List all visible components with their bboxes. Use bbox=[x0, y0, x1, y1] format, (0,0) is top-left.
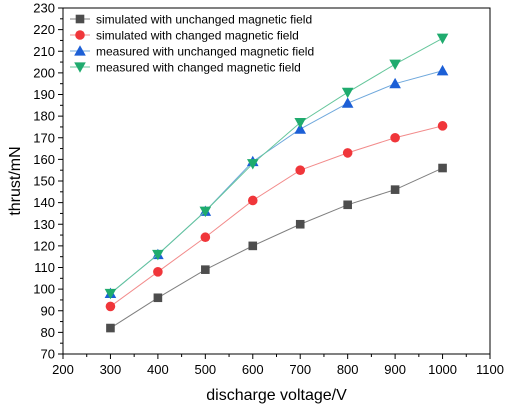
data-point bbox=[341, 97, 354, 108]
data-point bbox=[104, 288, 117, 300]
legend-label: measured with unchanged magnetic field bbox=[96, 45, 314, 59]
y-tick-label: 120 bbox=[33, 238, 55, 253]
y-tick-label: 200 bbox=[33, 65, 55, 80]
data-point bbox=[294, 118, 307, 129]
y-tick-label: 90 bbox=[41, 303, 55, 318]
x-tick-label: 500 bbox=[194, 362, 216, 377]
series-1 bbox=[106, 163, 447, 333]
y-tick-label: 210 bbox=[33, 44, 55, 59]
y-tick-label: 130 bbox=[33, 217, 55, 232]
data-point bbox=[246, 159, 259, 170]
legend-marker bbox=[75, 30, 85, 40]
series-4 bbox=[104, 33, 449, 300]
data-point bbox=[342, 148, 353, 158]
y-tick-label: 160 bbox=[33, 152, 55, 167]
legend-item: simulated with changed magnetic field bbox=[70, 29, 299, 43]
legend-item: simulated with unchanged magnetic field bbox=[70, 13, 312, 27]
x-tick-label: 300 bbox=[100, 362, 122, 377]
x-tick-label: 400 bbox=[147, 362, 169, 377]
data-point bbox=[437, 121, 448, 131]
data-point bbox=[295, 165, 306, 175]
x-tick-label: 700 bbox=[289, 362, 311, 377]
data-point bbox=[389, 77, 401, 89]
y-tick-label: 80 bbox=[41, 325, 55, 340]
axes: 200 300 400 500 600 700 800 900 1000 1100 70 80 90 10… bbox=[33, 1, 504, 378]
data-point bbox=[294, 123, 307, 134]
y-tick-label: 100 bbox=[33, 282, 55, 297]
data-point bbox=[152, 249, 164, 261]
series-2 bbox=[105, 121, 448, 312]
y-axis-title: thrust/mN bbox=[7, 146, 24, 215]
data-point bbox=[105, 301, 116, 312]
data-point bbox=[341, 87, 354, 99]
legend-label: measured with changed magnetic field bbox=[96, 61, 301, 75]
data-point bbox=[390, 132, 400, 143]
data-point bbox=[389, 59, 401, 71]
data-point bbox=[438, 163, 447, 173]
x-tick-label: 1000 bbox=[428, 362, 457, 377]
series-layer bbox=[104, 33, 449, 333]
y-tick-label: 190 bbox=[33, 87, 55, 102]
legend: simulated with unchanged magnetic field s… bbox=[70, 13, 314, 75]
x-tick-label: 900 bbox=[384, 362, 406, 377]
legend-marker bbox=[75, 14, 85, 24]
data-point bbox=[436, 64, 449, 76]
x-tick-label: 600 bbox=[242, 362, 264, 377]
legend-item: measured with changed magnetic field bbox=[70, 61, 301, 75]
data-point bbox=[343, 200, 352, 210]
data-point bbox=[106, 323, 115, 333]
y-tick-label: 180 bbox=[33, 109, 55, 124]
y-tick-label: 150 bbox=[33, 174, 55, 189]
series-line bbox=[110, 167, 443, 329]
data-point bbox=[200, 232, 211, 243]
data-point bbox=[247, 195, 258, 206]
y-tick-label: 140 bbox=[33, 195, 55, 210]
y-tick-label: 70 bbox=[41, 347, 55, 362]
data-point bbox=[153, 267, 163, 277]
data-point bbox=[153, 293, 163, 303]
x-tick-label: 1100 bbox=[476, 362, 504, 377]
series-line bbox=[110, 37, 443, 294]
x-tick-label: 800 bbox=[337, 362, 359, 377]
x-axis-title: discharge voltage/V bbox=[206, 387, 347, 404]
y-tick-label: 170 bbox=[33, 130, 55, 145]
series-3 bbox=[104, 64, 449, 299]
series-line bbox=[110, 125, 443, 307]
data-point bbox=[201, 265, 210, 274]
data-point bbox=[248, 241, 258, 251]
data-point bbox=[295, 219, 305, 229]
data-point bbox=[390, 185, 400, 194]
y-tick-label: 110 bbox=[34, 260, 55, 275]
y-tick-label: 230 bbox=[33, 1, 55, 16]
x-tick-label: 200 bbox=[52, 362, 74, 377]
legend-item: measured with unchanged magnetic field bbox=[70, 45, 314, 59]
y-tick-label: 220 bbox=[33, 22, 55, 37]
legend-marker bbox=[74, 62, 86, 73]
data-point bbox=[436, 33, 449, 45]
legend-label: simulated with unchanged magnetic field bbox=[96, 13, 312, 27]
data-point bbox=[199, 206, 212, 218]
legend-label: simulated with changed magnetic field bbox=[96, 29, 299, 43]
legend-marker bbox=[74, 45, 86, 56]
series-line bbox=[110, 70, 443, 294]
